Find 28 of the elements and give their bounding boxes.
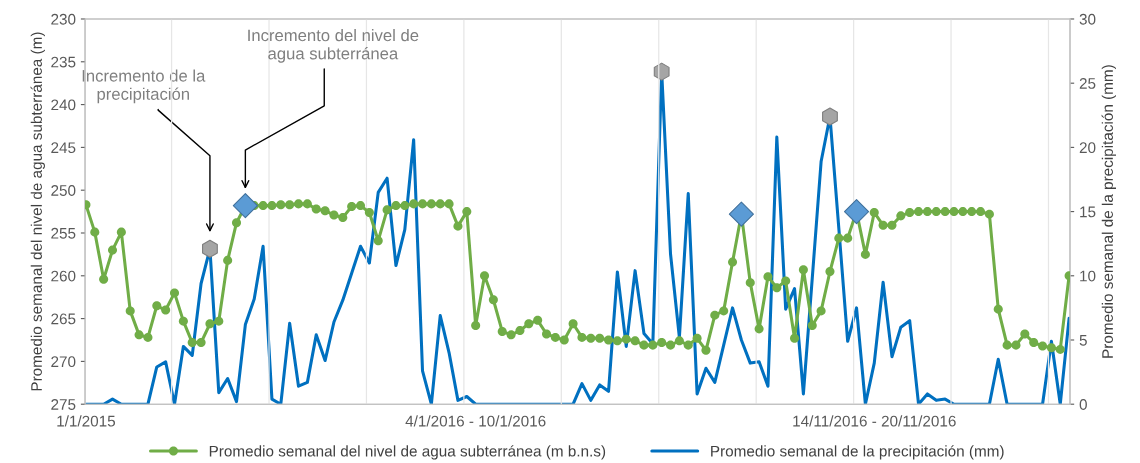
y-tick-label: 235 bbox=[51, 56, 76, 68]
y-tick-label: 260 bbox=[51, 270, 76, 282]
y2-tick-label: 0 bbox=[1079, 399, 1087, 410]
y-tick-label: 230 bbox=[51, 13, 76, 25]
y2-tick-label: 10 bbox=[1080, 270, 1096, 282]
y2-axis-title: Promedio semanal de la precipitación (mm) bbox=[1101, 65, 1116, 358]
y2-tick-label: 25 bbox=[1079, 78, 1096, 89]
y-tick-label: 265 bbox=[51, 313, 76, 325]
point bbox=[822, 107, 838, 126]
x-tick-label: 14/11/2016 - 20/11/2016 bbox=[793, 415, 956, 427]
y-tick-label: 255 bbox=[51, 227, 76, 239]
legend-label: Promedio semanal de la precipitación (mm) bbox=[711, 445, 1004, 460]
y-axis-title: Promedio semanal del nivel de agua subterránea (m) bbox=[30, 32, 45, 391]
legend-label: Promedio semanal del nivel de agua subterránea (m b.n.s) bbox=[209, 445, 606, 460]
y-tick-label: 270 bbox=[51, 356, 76, 368]
y-tick-label: 250 bbox=[51, 185, 76, 196]
x-tick-label: 4/1/2016 - 10/1/2016 bbox=[405, 415, 546, 427]
y-tick-label: 245 bbox=[51, 142, 76, 154]
y2-tick-label: 5 bbox=[1079, 335, 1087, 346]
y2-tick-label: 20 bbox=[1079, 142, 1096, 154]
y2-tick-label: 30 bbox=[1079, 13, 1096, 25]
y-tick-label: 275 bbox=[51, 399, 76, 410]
point bbox=[202, 239, 218, 258]
x-tick-label: 1/1/2015 bbox=[57, 415, 116, 427]
point bbox=[653, 62, 670, 81]
y2-tick-label: 15 bbox=[1080, 206, 1096, 218]
y-tick-label: 240 bbox=[51, 99, 76, 111]
annotation: Incremento del nivel de agua subterránea bbox=[248, 29, 419, 63]
